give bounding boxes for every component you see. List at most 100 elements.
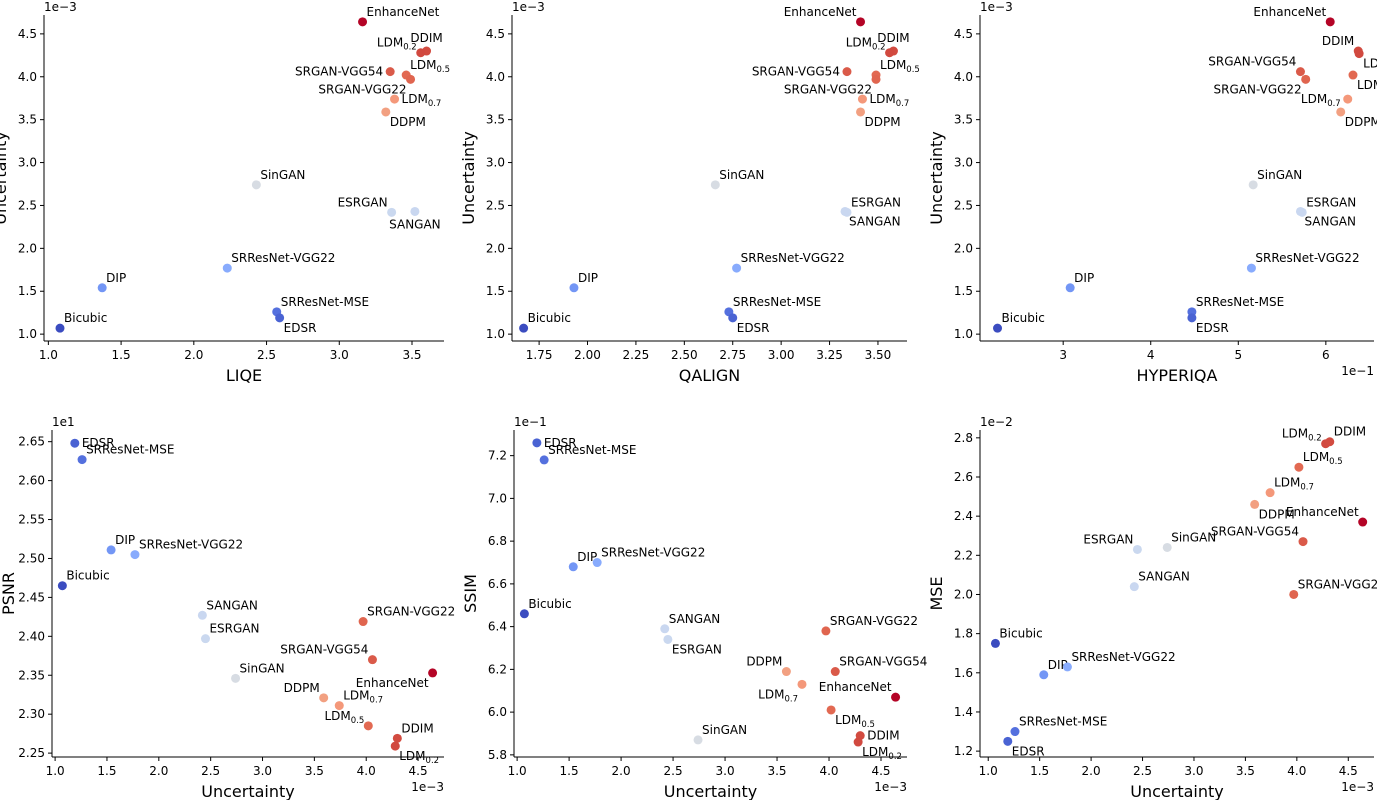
point-label-srgan-vgg22: SRGAN-VGG22: [830, 614, 918, 628]
point-label-srgan-vgg22: SRGAN-VGG22: [784, 82, 872, 96]
y-tick-label: 7.2: [488, 449, 507, 463]
point-label-text: Bicubic: [999, 626, 1042, 640]
point-label-edsr: EDSR: [284, 321, 317, 335]
point-label-text: SRGAN-VGG22: [1298, 577, 1377, 591]
point-label-text: ESRGAN: [209, 622, 259, 636]
x-tick-label: 3.25: [816, 348, 843, 362]
point-srgan-vgg22: [1289, 589, 1299, 599]
y-tick-label: 3.0: [954, 156, 973, 170]
point-label-srresnet-vgg22: SRResNet-VGG22: [601, 546, 705, 560]
point-enhancenet: [428, 668, 438, 678]
point-label-ldm-0-7: LDM0.7: [1274, 476, 1314, 493]
point-edsr: [70, 438, 80, 448]
y-axis-label: MSE: [927, 576, 946, 610]
point-srgan-vgg54: [830, 667, 840, 677]
point-label-text: LDM: [880, 58, 906, 72]
x-tick-label: 1.5: [560, 764, 579, 778]
point-label-text: EDSR: [284, 321, 317, 335]
x-tick-label: 3.50: [865, 348, 892, 362]
point-label-text: SANGAN: [669, 612, 721, 626]
point-enhancenet: [1325, 17, 1335, 27]
point-label-text: LDM: [1301, 92, 1327, 106]
point-label-ldm-0-5: LDM0.5: [1303, 450, 1343, 467]
point-srresnet-vgg22: [732, 263, 742, 273]
point-label-text: LDM: [869, 92, 895, 106]
y-tick-label: 2.55: [18, 513, 45, 527]
point-sangan: [660, 624, 670, 634]
point-label-srgan-vgg22: SRGAN-VGG22: [318, 82, 406, 96]
point-label-text: SRResNet-VGG22: [741, 251, 845, 265]
point-label-dip: DIP: [1074, 271, 1094, 285]
y-tick-label: 2.0: [486, 241, 505, 255]
x-tick-label: 2.0: [612, 764, 631, 778]
point-label-text: DDIM: [410, 31, 442, 45]
y-tick-label: 6.6: [488, 577, 507, 591]
x-tick-label: 1.0: [979, 764, 998, 778]
point-label-subscript: 0.5: [861, 720, 875, 730]
x-tick-label: 2.5: [201, 764, 220, 778]
point-label-text: SRResNet-MSE: [1019, 715, 1107, 729]
point-label-srgan-vgg22: SRGAN-VGG22: [1298, 577, 1377, 591]
point-label-enhancenet: EnhanceNet: [367, 5, 440, 19]
point-label-ldm-0-7: LDM0.7: [869, 92, 909, 109]
point-label-text: SRGAN-VGG54: [839, 655, 927, 669]
point-edsr: [1003, 736, 1013, 746]
point-label-text: DIP: [1048, 658, 1068, 672]
point-dip: [106, 545, 116, 555]
y-tick-label: 1.0: [18, 327, 37, 341]
y-tick-label: 6.4: [488, 620, 507, 634]
y-tick-label: 1.4: [954, 705, 973, 719]
y-tick-label: 2.60: [18, 474, 45, 488]
point-label-singan: SinGAN: [1257, 168, 1302, 182]
point-srresnet-mse: [539, 455, 549, 465]
point-label-ldm-0-2: LDM0.2: [399, 749, 439, 766]
y-tick-label: 2.8: [954, 431, 973, 445]
point-srgan-vgg22: [821, 626, 831, 636]
y-tick-label: 2.65: [18, 435, 45, 449]
point-label-bicubic: Bicubic: [66, 569, 109, 583]
y-axis-label: SSIM: [461, 574, 480, 613]
point-label-ddpm: DDPM: [284, 681, 320, 695]
x-tick-label: 4.5: [409, 764, 428, 778]
y-tick-label: 1.2: [954, 744, 973, 758]
point-ldm-0-7: [797, 679, 807, 689]
point-label-text: DIP: [1074, 271, 1094, 285]
point-label-text: DDPM: [865, 115, 901, 129]
point-label-ddim: DDIM: [867, 729, 899, 743]
point-label-dip: DIP: [106, 271, 126, 285]
y-tick-label: 1.5: [18, 284, 37, 298]
point-srgan-vgg54: [842, 67, 852, 77]
y-tick-label: 2.50: [18, 551, 45, 565]
chart-panel-6: 1.0 1.5 2.0 2.5 3.0 3.5 4.0 4.5 1.2 1.4 1.6 1.8 2.0 2…: [927, 415, 1377, 800]
point-label-ldm-0-5: LDM0.5: [324, 709, 364, 726]
point-srresnet-vgg22: [1062, 662, 1072, 672]
x-axis-label: Uncertainty: [1130, 782, 1223, 800]
point-srresnet-vgg22: [130, 550, 140, 560]
point-ldm-0-7: [1265, 488, 1275, 498]
point-label-dip: DIP: [577, 550, 597, 564]
point-bicubic: [55, 323, 65, 333]
point-label-text: SRGAN-VGG54: [295, 65, 383, 79]
point-label-text: LDM: [835, 713, 861, 727]
y-tick-label: 6.0: [488, 705, 507, 719]
point-label-text: SANGAN: [1138, 570, 1190, 584]
y-tick-label: 4.0: [954, 70, 973, 84]
point-label-text: DDPM: [390, 115, 426, 129]
point-label-text: LDM: [410, 58, 436, 72]
x-tick-label: 4.0: [819, 764, 838, 778]
y-tick-label: 2.40: [18, 629, 45, 643]
point-label-srresnet-vgg22: SRResNet-VGG22: [1071, 650, 1175, 664]
point-ldm-0-5: [826, 705, 836, 715]
point-label-enhancenet: EnhanceNet: [356, 676, 429, 690]
y-tick-label: 1.8: [954, 627, 973, 641]
point-label-ddim: DDIM: [1322, 34, 1354, 48]
y-tick-label: 2.5: [954, 198, 973, 212]
point-dip: [569, 283, 579, 293]
point-label-srresnet-mse: SRResNet-MSE: [733, 295, 821, 309]
point-srresnet-vgg22: [222, 263, 232, 273]
point-label-text: SRResNet-VGG22: [231, 251, 335, 265]
y-axis-label: PSNR: [0, 572, 18, 615]
y-tick-label: 4.5: [954, 27, 973, 41]
point-label-subscript: 0.2: [888, 752, 902, 762]
point-ddpm: [856, 107, 866, 117]
